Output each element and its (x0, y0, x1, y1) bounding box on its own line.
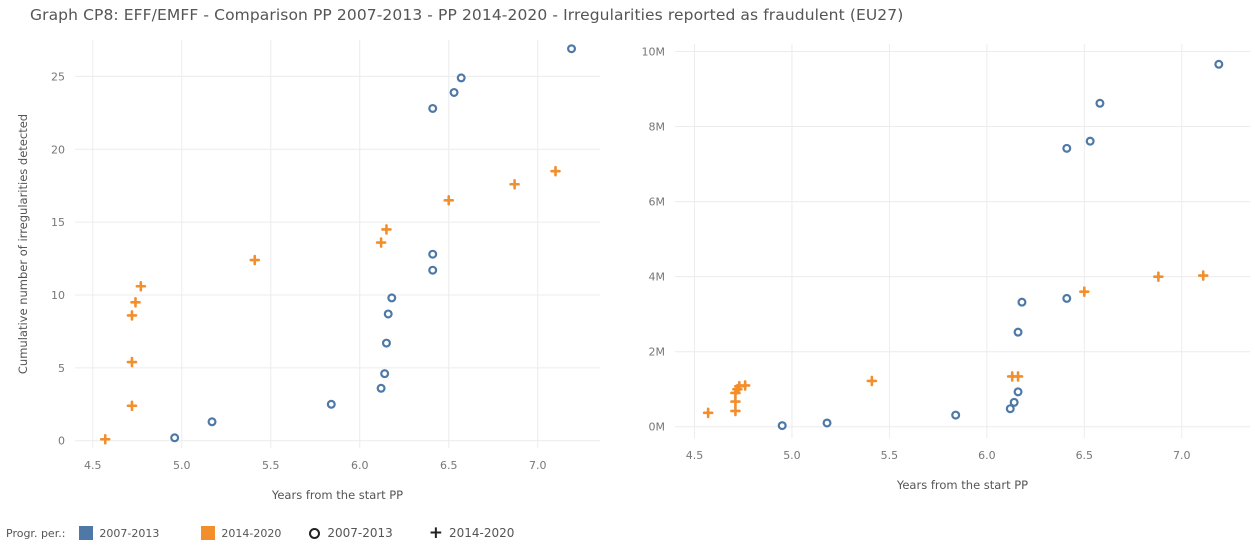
data-point-2014-2020 (443, 194, 455, 206)
x-tick-label: 4.5 (84, 459, 102, 472)
x-tick-label: 6.0 (351, 459, 369, 472)
data-point-2014-2020 (1197, 270, 1209, 281)
data-point-2007-2013 (951, 410, 961, 420)
data-point-2014-2020 (1153, 271, 1164, 282)
data-point-2007-2013 (428, 249, 438, 259)
data-point-2007-2013 (777, 421, 787, 431)
legend-label: 2014-2020 (221, 526, 282, 540)
legend-label: 2014-2020 (449, 526, 515, 540)
data-point-2007-2013 (1062, 143, 1072, 153)
data-point-2007-2013 (380, 369, 390, 379)
data-point-2014-2020 (1079, 286, 1090, 297)
data-point-2014-2020 (866, 375, 878, 387)
y-tick-label: 20 (51, 143, 65, 156)
legend: Progr. per.: 2007-2013 2014-2020 2007-20… (6, 522, 514, 544)
legend-item-color-2007-2013[interactable]: 2007-2013 (79, 526, 159, 540)
data-point-2007-2013 (1013, 327, 1023, 337)
data-point-2014-2020 (730, 396, 741, 407)
plot-marks (702, 59, 1224, 431)
legend-label: 2007-2013 (327, 526, 393, 540)
y-tick-label: 6M (649, 196, 666, 209)
data-point-2007-2013 (428, 103, 438, 113)
data-point-2014-2020 (130, 296, 141, 308)
x-tick-label: 5.5 (881, 449, 899, 462)
data-point-2007-2013 (1062, 293, 1072, 303)
data-point-2007-2013 (822, 418, 832, 428)
x-axis-label: Years from the start PP (271, 488, 403, 502)
data-point-2014-2020 (1012, 371, 1024, 382)
data-point-2014-2020 (126, 356, 138, 368)
y-tick-label: 4M (649, 271, 666, 284)
legend-item-color-2014-2020[interactable]: 2014-2020 (201, 526, 281, 540)
data-point-2007-2013 (387, 293, 397, 303)
data-point-2014-2020 (249, 254, 261, 266)
color-swatch-icon (201, 526, 216, 540)
legend-item-shape-2014-2020[interactable]: + 2014-2020 (428, 522, 515, 543)
y-tick-label: 10M (642, 46, 666, 59)
x-axis-label: Years from the start PP (896, 478, 1028, 492)
x-tick-label: 7.0 (1173, 449, 1191, 462)
data-point-2014-2020 (509, 178, 520, 190)
data-point-2007-2013 (170, 433, 180, 443)
y-tick-label: 2M (649, 346, 666, 359)
data-point-2014-2020 (702, 407, 714, 419)
y-tick-label: 5 (58, 362, 65, 375)
y-tick-label: 15 (51, 216, 65, 229)
circle-icon (309, 527, 321, 539)
data-point-2014-2020 (99, 433, 111, 445)
y-tick-label: 0M (649, 421, 666, 434)
data-point-2007-2013 (381, 338, 391, 348)
data-point-2007-2013 (1009, 397, 1019, 407)
data-point-2014-2020 (126, 310, 138, 321)
y-tick-label: 0 (58, 435, 65, 448)
data-point-2007-2013 (383, 309, 393, 319)
color-swatch-icon (79, 526, 94, 540)
data-point-2007-2013 (1017, 297, 1027, 307)
data-point-2014-2020 (375, 237, 387, 248)
data-point-2007-2013 (376, 383, 386, 393)
x-tick-label: 5.0 (173, 459, 191, 472)
data-point-2007-2013 (326, 399, 336, 409)
x-tick-label: 6.5 (1076, 449, 1094, 462)
data-point-2007-2013 (1005, 404, 1015, 414)
plot-marks (99, 44, 577, 445)
data-point-2014-2020 (381, 224, 392, 235)
data-point-2014-2020 (126, 400, 138, 412)
data-point-2014-2020 (730, 405, 741, 417)
data-point-2007-2013 (449, 87, 459, 97)
x-tick-label: 6.5 (440, 459, 458, 472)
data-point-2007-2013 (1095, 98, 1105, 108)
data-point-2007-2013 (207, 417, 217, 427)
x-tick-label: 4.5 (686, 449, 704, 462)
data-point-2007-2013 (428, 265, 438, 275)
data-point-2014-2020 (739, 380, 751, 391)
data-point-2007-2013 (567, 44, 577, 54)
x-tick-label: 5.0 (783, 449, 801, 462)
data-point-2007-2013 (1013, 387, 1023, 397)
x-tick-label: 5.5 (262, 459, 280, 472)
y-tick-label: 8M (649, 121, 666, 134)
y-tick-label: 10 (51, 289, 65, 302)
legend-item-shape-2007-2013[interactable]: 2007-2013 (309, 526, 393, 540)
x-tick-label: 6.0 (978, 449, 996, 462)
legend-label: 2007-2013 (99, 526, 160, 540)
data-point-2014-2020 (550, 165, 561, 177)
data-point-2007-2013 (1214, 59, 1224, 69)
amounts-involved-chart: 4.5 5.0 5.5 6.0 6.5 7.0 0M 2M 4M 6M 8M 10M Years fro… (642, 44, 1250, 492)
irregularities-count-chart: 4.5 5.0 5.5 6.0 6.5 7.0 0 5 10 15 20 25 Years from t… (16, 40, 600, 502)
legend-title: Progr. per.: (6, 526, 66, 540)
data-point-2014-2020 (135, 280, 147, 292)
y-axis-label: Cumulative number of irregularities dete… (16, 114, 30, 374)
plus-icon: + (428, 522, 444, 543)
data-point-2007-2013 (456, 73, 466, 83)
data-point-2007-2013 (1085, 136, 1095, 146)
chart-title: Graph CP8: EFF/EMFF - Comparison PP 2007… (30, 6, 904, 24)
x-tick-label: 7.0 (529, 459, 547, 472)
y-tick-label: 25 (51, 70, 65, 83)
